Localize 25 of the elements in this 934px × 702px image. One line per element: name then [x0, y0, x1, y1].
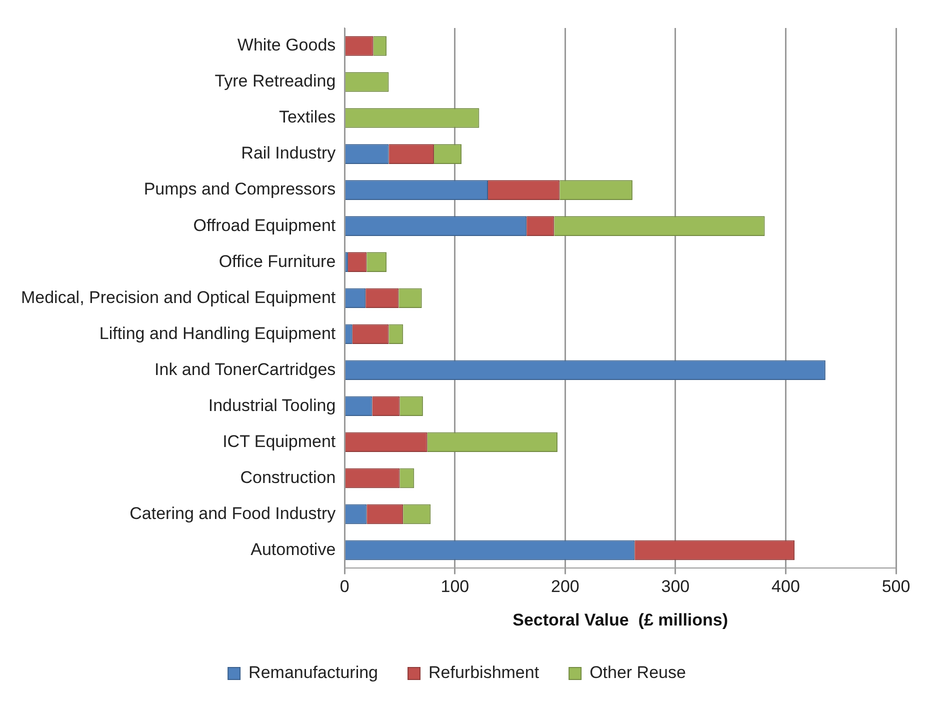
y-tick-label: Offroad Equipment — [193, 216, 336, 235]
y-tick-label: Lifting and Handling Equipment — [99, 324, 336, 343]
x-axis-title: Sectoral Value (£ millions) — [512, 610, 728, 630]
y-tick-label: Industrial Tooling — [208, 396, 336, 415]
legend-label: Refurbishment — [428, 663, 540, 682]
x-tick-label: 200 — [551, 577, 580, 596]
y-tick-label: Pumps and Compressors — [144, 180, 336, 199]
y-tick-label: Medical, Precision and Optical Equipment — [20, 288, 336, 307]
y-tick-label: Textiles — [278, 108, 336, 127]
y-tick-label: Tyre Retreading — [214, 72, 336, 91]
y-tick-label: White Goods — [237, 36, 336, 55]
y-tick-label: Rail Industry — [241, 144, 336, 163]
x-tick-label: 400 — [772, 577, 800, 596]
y-tick-label: Ink and TonerCartridges — [154, 360, 336, 379]
y-tick-label: Catering and Food Industry — [130, 504, 336, 523]
legend-label: Remanufacturing — [248, 663, 378, 682]
legend-label: Other Reuse — [590, 663, 686, 682]
x-tick-label: 100 — [440, 577, 470, 596]
x-tick-label: 500 — [882, 577, 910, 596]
y-tick-label: ICT Equipment — [222, 432, 336, 451]
x-tick-label: 300 — [661, 577, 690, 596]
y-tick-label: Automotive — [250, 540, 336, 559]
y-tick-label: Office Furniture — [218, 252, 336, 271]
y-tick-label: Construction — [240, 468, 336, 487]
x-tick-label: 0 — [340, 577, 350, 596]
